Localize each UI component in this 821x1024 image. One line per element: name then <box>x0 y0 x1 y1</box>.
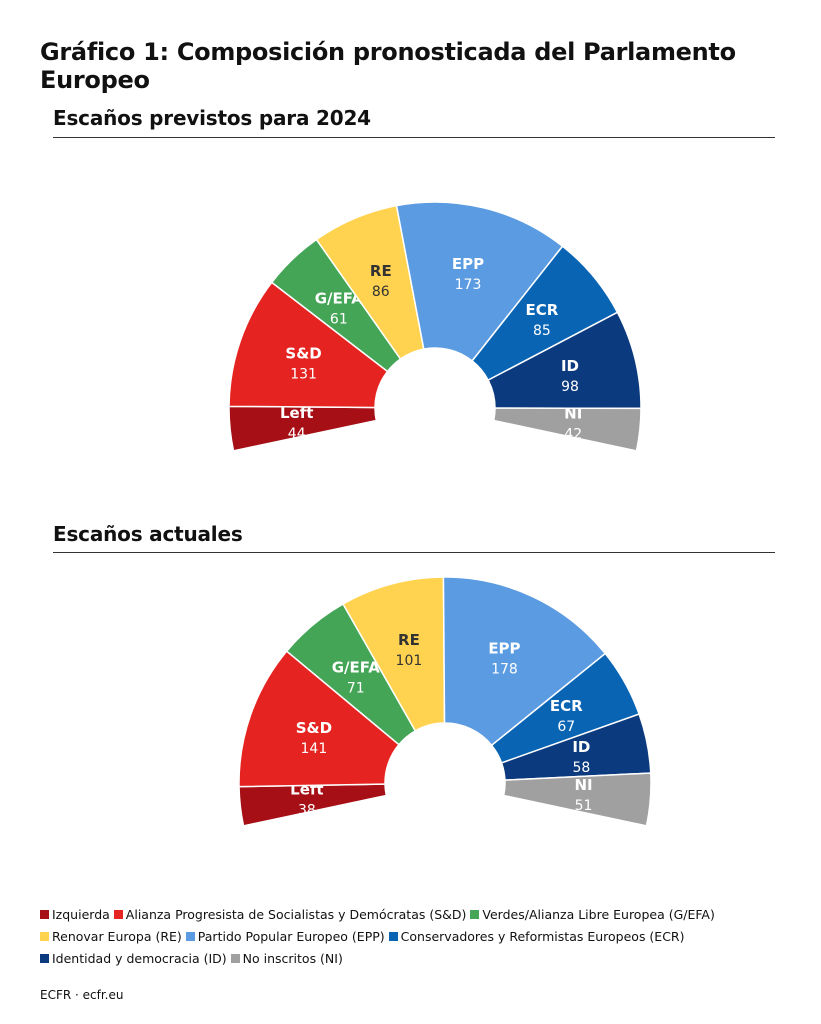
segment-label-id: ID <box>572 738 590 756</box>
legend: Izquierda Alianza Progresista de Socialis… <box>40 904 810 970</box>
segment-label-id: ID <box>561 357 579 375</box>
segment-ni <box>492 407 642 452</box>
segment-value-re: 86 <box>372 284 390 300</box>
chart-main-title: Gráfico 1: Composición pronosticada del … <box>40 38 736 94</box>
legend-item-s-d: Alianza Progresista de Socialistas y Dem… <box>113 904 467 926</box>
segment-value-g-efa: 71 <box>347 680 365 696</box>
segment-value-left: 44 <box>288 426 306 442</box>
segment-value-left: 38 <box>298 803 316 819</box>
legend-label: Identidad y democracia (ID) <box>52 951 227 966</box>
legend-item-id: Identidad y democracia (ID) <box>40 948 227 970</box>
segment-s-d <box>238 650 400 788</box>
legend-item-ni: No inscritos (NI) <box>230 948 343 970</box>
legend-label: Alianza Progresista de Socialistas y Dem… <box>125 907 467 922</box>
segment-label-epp: EPP <box>452 255 484 273</box>
segment-epp <box>395 201 564 362</box>
legend-swatch <box>388 932 398 941</box>
legend-item-left: Izquierda <box>40 904 110 926</box>
segment-label-epp: EPP <box>488 639 520 657</box>
segment-label-g-efa: G/EFA <box>332 658 381 676</box>
legend-swatch <box>40 910 49 919</box>
segment-value-re: 101 <box>396 653 423 669</box>
segment-label-s-d: S&D <box>296 719 332 737</box>
chart-title-forecast: Escaños previstos para 2024 <box>53 106 371 130</box>
legend-swatch <box>40 932 49 941</box>
segment-value-ni: 51 <box>575 798 593 814</box>
legend-swatch <box>230 954 240 963</box>
segment-label-g-efa: G/EFA <box>315 290 364 308</box>
title-rule <box>53 552 775 553</box>
segment-label-s-d: S&D <box>285 345 321 363</box>
segment-label-ni: NI <box>564 405 582 423</box>
hemicycle-current: Left38S&D141G/EFA71RE101EPP178ECR67ID58N… <box>238 576 652 827</box>
segment-value-s-d: 131 <box>290 367 317 383</box>
source-footer: ECFR · ecfr.eu <box>40 988 124 1002</box>
segment-value-ecr: 67 <box>557 719 575 735</box>
chart-title-current: Escaños actuales <box>53 522 243 546</box>
segment-value-epp: 173 <box>455 277 482 293</box>
legend-item-g-efa: Verdes/Alianza Libre Europea (G/EFA) <box>470 904 715 926</box>
segment-epp <box>442 576 607 747</box>
segment-s-d <box>228 281 389 409</box>
segment-value-epp: 178 <box>491 661 518 677</box>
legend-item-re: Renovar Europa (RE) <box>40 926 182 948</box>
segment-value-ecr: 85 <box>533 323 551 339</box>
legend-item-epp: Partido Popular Europeo (EPP) <box>185 926 385 948</box>
segment-value-id: 98 <box>561 379 579 395</box>
segment-value-g-efa: 61 <box>330 312 348 328</box>
legend-label: Partido Popular Europeo (EPP) <box>197 929 385 944</box>
legend-item-ecr: Conservadores y Reformistas Europeos (EC… <box>388 926 685 948</box>
hemicycle-forecast-2024: Left 44 S&D 131 G/EFA 61 RE 86 EPP 173 ECR 85 ID 98 NI… <box>228 201 642 452</box>
segment-label-ni: NI <box>574 776 592 794</box>
segment-label-re: RE <box>398 631 420 649</box>
legend-label: Verdes/Alianza Libre Europea (G/EFA) <box>482 907 715 922</box>
legend-label: Conservadores y Reformistas Europeos (EC… <box>400 929 685 944</box>
segment-value-ni: 42 <box>564 427 582 443</box>
legend-swatch <box>185 932 195 941</box>
segment-value-id: 58 <box>572 760 590 776</box>
legend-label: Izquierda <box>52 907 110 922</box>
segment-value-s-d: 141 <box>301 741 328 757</box>
legend-label: Renovar Europa (RE) <box>52 929 182 944</box>
legend-swatch <box>113 910 123 919</box>
segment-label-ecr: ECR <box>526 301 559 319</box>
legend-label: No inscritos (NI) <box>242 951 343 966</box>
segment-ni <box>502 772 652 827</box>
segment-label-left: Left <box>280 404 313 422</box>
legend-swatch <box>40 954 49 963</box>
segment-label-re: RE <box>370 262 392 280</box>
legend-swatch <box>470 910 480 919</box>
title-rule <box>53 137 775 138</box>
segment-label-ecr: ECR <box>550 697 583 715</box>
